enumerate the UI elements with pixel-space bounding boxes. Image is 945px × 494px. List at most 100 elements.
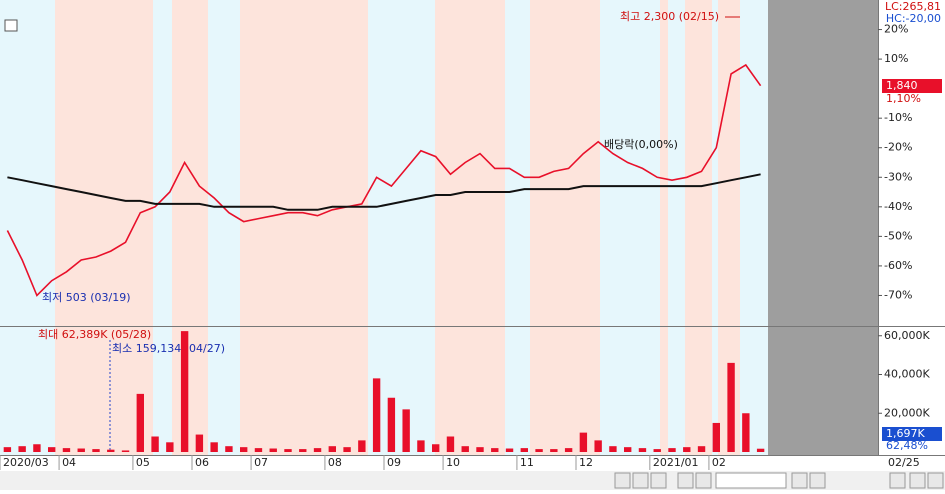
tool-button[interactable] <box>909 472 926 489</box>
volume-bar <box>624 447 632 452</box>
volume-bar <box>476 447 484 452</box>
volume-bar <box>195 434 204 452</box>
volume-bar <box>594 440 602 452</box>
volume-bar <box>269 448 277 452</box>
first-button[interactable] <box>614 472 631 489</box>
x-tick-label: 11 <box>520 456 534 469</box>
volume-bar <box>77 448 85 452</box>
y-tick-label: 20% <box>884 23 908 36</box>
y-tick-label: 20,000K <box>884 406 930 419</box>
volume-bar <box>756 448 765 452</box>
volume-bar <box>609 446 617 452</box>
y-tick-label: -70% <box>884 288 912 301</box>
last-volume: 1,697K <box>886 427 925 440</box>
dividend-annotation: 배당락(0,00%) <box>604 138 678 151</box>
volume-bar <box>727 362 735 452</box>
volume-bar <box>18 446 26 452</box>
volume-bar <box>668 448 676 452</box>
prev-button[interactable] <box>632 472 649 489</box>
low-annotation: 최저 503 (03/19) <box>42 291 131 304</box>
volume-bar <box>712 422 720 452</box>
volume-bar <box>432 444 440 452</box>
volume-bar <box>313 448 322 452</box>
volume-bar <box>742 413 750 452</box>
y-tick-label: -60% <box>884 259 912 272</box>
high-annotation: 최고 2,300 (02/15) <box>620 10 719 23</box>
zoom-out[interactable] <box>791 472 808 489</box>
volume-bar <box>638 448 647 452</box>
x-tick-label: 2021/01 <box>653 456 699 469</box>
last-ratio: 62,48% <box>886 439 928 452</box>
y-tick-label: 40,000K <box>884 368 930 381</box>
volume-bar <box>550 449 558 452</box>
volume-bar <box>579 432 588 452</box>
x-tick-label: 10 <box>446 456 460 469</box>
volume-bar <box>225 446 233 452</box>
lc-label: LC:265,81 <box>885 0 941 13</box>
volume-bar <box>520 448 528 452</box>
volume-bar <box>446 436 455 452</box>
volume-bar <box>387 397 396 452</box>
y-tick-label: 60,000K <box>884 329 930 342</box>
volume-bar <box>151 436 159 452</box>
next-button[interactable] <box>695 472 712 489</box>
volume-bar <box>328 446 336 452</box>
volume-bar <box>92 449 100 452</box>
volume-bar <box>3 447 12 452</box>
x-tick-label: 06 <box>195 456 209 469</box>
last-price: 1,840 <box>886 79 918 92</box>
volume-bar <box>166 442 174 452</box>
volume-bar <box>402 409 410 452</box>
x-tick-label: 09 <box>387 456 401 469</box>
x-end-label: 02/25 <box>888 456 920 469</box>
volume-bar <box>136 393 144 452</box>
volume-box <box>882 427 942 441</box>
volume-bar <box>240 447 248 452</box>
volume-bar <box>564 448 573 452</box>
x-tick-label: 2020/03 <box>3 456 49 469</box>
zoom-in[interactable] <box>809 472 826 489</box>
volume-bar <box>697 446 706 452</box>
scroll-bar <box>0 471 945 490</box>
volume-bar <box>121 450 130 452</box>
volume-bar <box>417 440 425 452</box>
min-annotation: 최소 159,134 (04/27) <box>112 342 225 355</box>
font-button[interactable] <box>927 472 944 489</box>
x-tick-label: 07 <box>254 456 268 469</box>
y-tick-label: -50% <box>884 229 912 242</box>
x-tick-label: 08 <box>328 456 342 469</box>
max-annotation: 최대 62,389K (05/28) <box>38 328 151 341</box>
volume-bar <box>372 378 381 452</box>
volume-bar <box>505 448 514 452</box>
hc-label: HC:-20,00 <box>886 12 941 25</box>
volume-bar <box>653 449 661 452</box>
y-tick-label: -40% <box>884 200 912 213</box>
volume-bar <box>33 444 41 452</box>
back-button[interactable] <box>650 472 667 489</box>
volume-bar <box>284 449 292 452</box>
tool-button[interactable] <box>889 472 906 489</box>
volume-bar <box>254 448 263 452</box>
volume-bar <box>535 449 543 452</box>
price-box <box>882 79 942 93</box>
x-tick-label: 12 <box>579 456 593 469</box>
y-tick-label: -30% <box>884 170 912 183</box>
volume-bar <box>343 447 351 452</box>
volume-bar <box>683 447 691 452</box>
period-stripes <box>55 0 740 455</box>
price-line <box>7 173 761 211</box>
table-icon[interactable] <box>4 19 18 32</box>
zoom-slider[interactable] <box>715 472 787 489</box>
volume-bar <box>48 447 56 452</box>
y-tick-label: 10% <box>884 52 908 65</box>
volume-bar <box>107 449 115 452</box>
volume-bar <box>358 440 366 452</box>
volume-bar <box>299 449 307 452</box>
volume-bar <box>491 448 499 452</box>
price-line <box>6 63 762 297</box>
future-area <box>768 0 878 455</box>
x-tick-label: 02 <box>712 456 726 469</box>
x-tick-label: 05 <box>136 456 150 469</box>
stop-button[interactable] <box>677 472 694 489</box>
y-tick-label: -20% <box>884 141 912 154</box>
